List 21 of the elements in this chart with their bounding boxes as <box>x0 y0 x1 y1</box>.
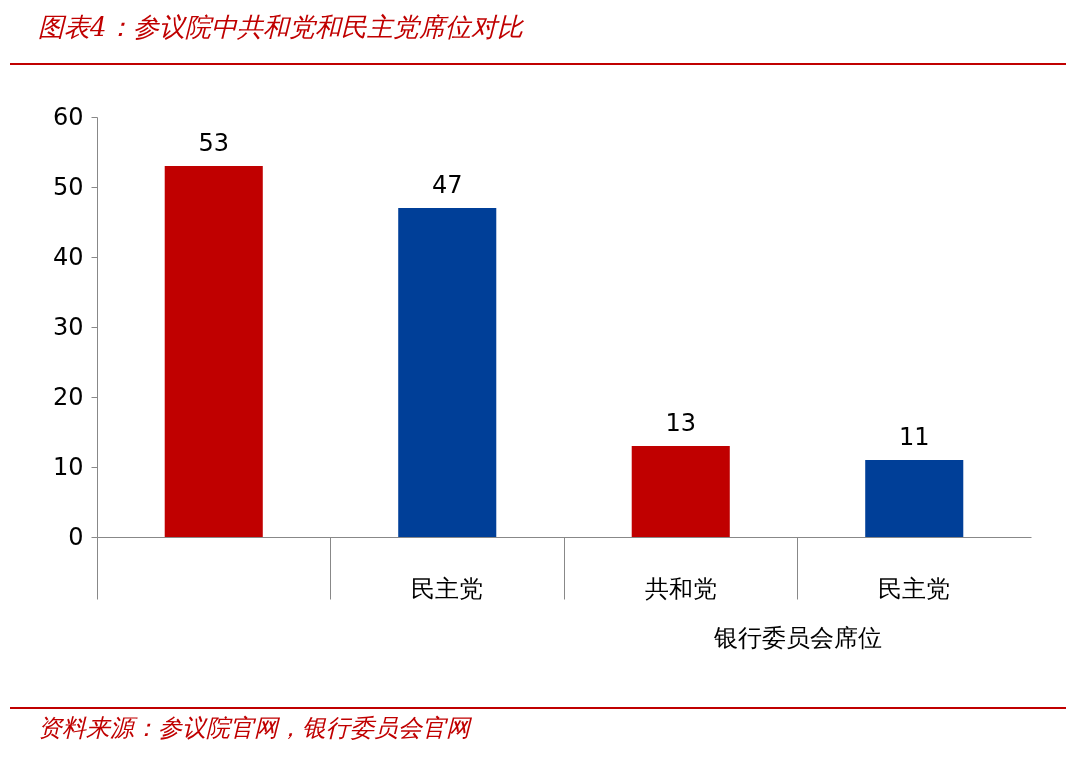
x-tick-label: 民主党 <box>411 574 484 603</box>
y-tick-label: 50 <box>52 172 84 201</box>
bar <box>631 446 730 537</box>
bar <box>865 460 964 537</box>
text: 资料来源：参议院官网，银行委员会官网 <box>38 713 470 744</box>
y-tick-label: 10 <box>52 452 84 481</box>
data-label: 11 <box>898 423 930 451</box>
bar <box>164 166 263 537</box>
y-tick-label: 40 <box>52 242 84 271</box>
bar <box>398 208 497 537</box>
data-label: 13 <box>665 409 697 437</box>
chart-title: 图表4：参议院中共和党和民主党席位对比 <box>38 11 523 44</box>
data-label: 53 <box>198 129 230 157</box>
x-tick-label: 民主党 <box>878 574 951 603</box>
y-tick-label: 30 <box>52 312 84 341</box>
y-tick-label: 60 <box>52 102 84 131</box>
y-tick-label: 0 <box>68 522 84 551</box>
text: 银行委员会席位 <box>712 623 883 654</box>
data-label: 47 <box>431 171 463 199</box>
x-tick-label: 共和党 <box>644 574 717 603</box>
y-tick-label: 20 <box>52 382 84 411</box>
